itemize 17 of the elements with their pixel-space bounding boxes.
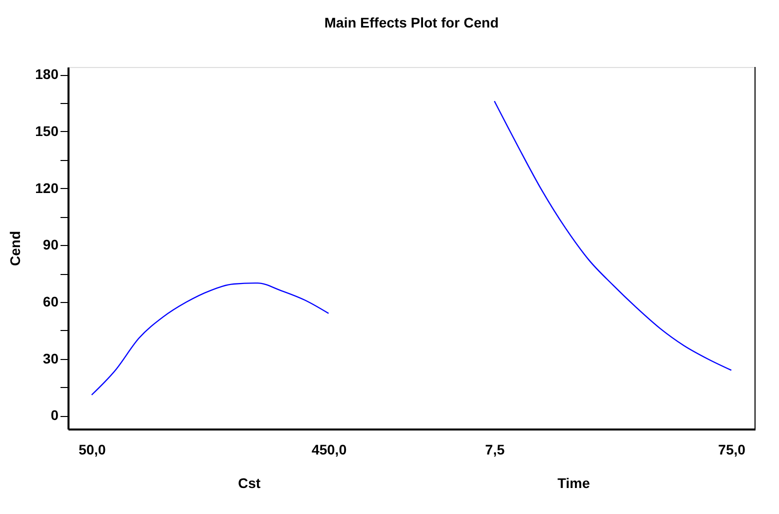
x-tick-label: 50,0 — [78, 442, 106, 458]
y-tick-label: 30 — [42, 350, 59, 366]
x-tick-label: 450,0 — [312, 442, 347, 458]
y-tick-label: 90 — [42, 236, 59, 253]
chart-title: Main Effects Plot for Cend — [324, 14, 499, 30]
y-axis-title: Cend — [7, 231, 24, 266]
text: Cst — [238, 475, 261, 491]
y-tick-label: 150 — [35, 122, 59, 139]
text: Time — [557, 475, 590, 491]
x-tick-label: 7,5 — [485, 442, 505, 458]
y-tick-label: 60 — [42, 294, 59, 310]
y-tick-label: 0 — [50, 407, 59, 424]
y-tick-label: 120 — [35, 180, 59, 196]
y-tick-label: 180 — [35, 66, 59, 82]
line-series — [91, 282, 330, 396]
line-series — [494, 100, 732, 371]
x-tick-label: 75,0 — [718, 442, 746, 458]
